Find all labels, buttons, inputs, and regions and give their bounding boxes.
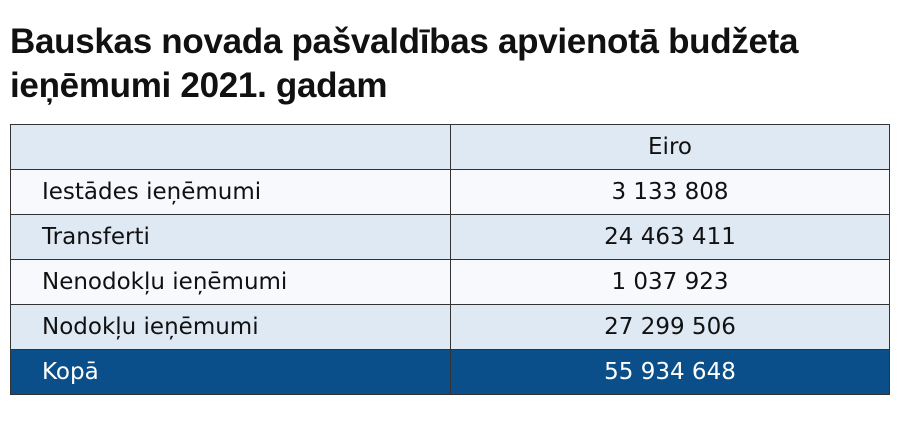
row-label: Transferti [10,214,451,260]
row-value: 27 299 506 [450,304,890,350]
row-label: Iestādes ieņēmumi [10,169,451,215]
row-label: Nodokļu ieņēmumi [10,304,451,350]
title: Bauskas novada pašvaldības apvienotā bud… [10,20,799,108]
table-row: Nodokļu ieņēmumi 27 299 506 [10,304,890,350]
row-label: Nenodokļu ieņēmumi [10,259,451,305]
table-row: Kopā 55 934 648 [10,349,890,395]
header-cell [10,124,451,170]
header-row: Eiro [10,124,890,170]
table-row: Transferti 24 463 411 [10,214,890,260]
table-row: Nenodokļu ieņēmumi 1 037 923 [10,259,890,305]
table-row: Iestādes ieņēmumi 3 133 808 [10,169,890,215]
row-value: 3 133 808 [450,169,890,215]
budget-table: Eiro Iestādes ieņēmumi 3 133 808 Transfert… [10,124,890,395]
header-cell: Eiro [450,124,890,170]
row-label: Kopā [10,349,451,395]
row-value: 24 463 411 [450,214,890,260]
title-line: ieņēmumi 2021. gadam [10,66,388,105]
title-line: Bauskas novada pašvaldības apvienotā bud… [10,22,799,61]
row-value: 1 037 923 [450,259,890,305]
row-value: 55 934 648 [450,349,890,395]
